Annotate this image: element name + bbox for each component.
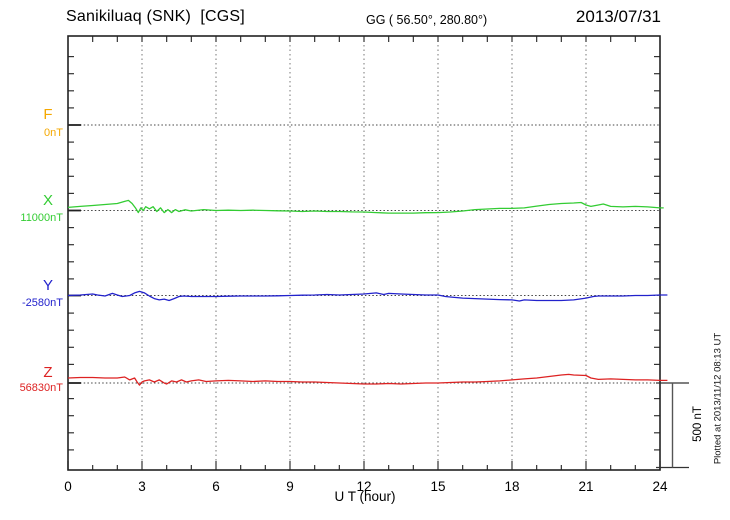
x-tick-label: 15 bbox=[430, 479, 445, 494]
component-label-z: Z bbox=[43, 364, 53, 381]
x-tick-label: 24 bbox=[652, 479, 668, 494]
x-tick-label: 9 bbox=[286, 479, 294, 494]
component-label-y: Y bbox=[42, 277, 53, 294]
plotted-timestamp-note: Plotted at 2013/11/12 08:13 UT bbox=[712, 332, 724, 465]
baseline-value-y: -2580nT bbox=[22, 297, 63, 309]
baseline-value-z: 56830nT bbox=[19, 382, 63, 394]
x-axis-title: U T (hour) bbox=[334, 489, 396, 504]
station-title: Sanikiluaq (SNK) [CGS] bbox=[66, 8, 245, 25]
plot-frame bbox=[67, 35, 661, 471]
trace-y bbox=[67, 290, 668, 302]
geographic-coordinates: GG ( 56.50°, 280.80°) bbox=[366, 13, 488, 27]
trace-x bbox=[67, 199, 664, 214]
x-tick-label: 12 bbox=[356, 479, 371, 494]
scale-bar-label: 500 nT bbox=[692, 406, 704, 442]
baseline-value-x: 11000nT bbox=[20, 212, 63, 224]
x-tick-label: 6 bbox=[212, 479, 220, 494]
x-tick-label: 21 bbox=[578, 479, 593, 494]
component-label-f: F bbox=[43, 106, 53, 123]
component-label-x: X bbox=[42, 192, 53, 209]
observation-date: 2013/07/31 bbox=[575, 7, 661, 26]
trace-z bbox=[67, 373, 668, 386]
baseline-value-f: 0nT bbox=[44, 127, 63, 139]
x-tick-label: 0 bbox=[64, 479, 72, 494]
x-tick-label: 18 bbox=[504, 479, 519, 494]
x-tick-label: 3 bbox=[138, 479, 146, 494]
